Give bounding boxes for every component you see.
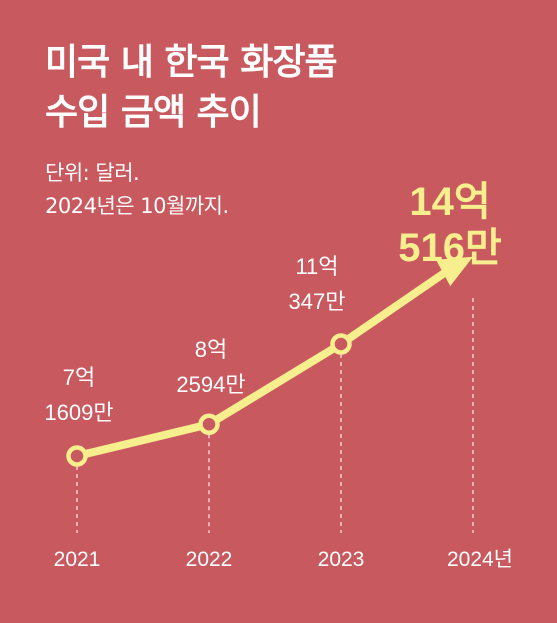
series-line [73,265,453,460]
point-marker-2021 [66,445,88,467]
data-label-2023-1: 11억 [295,254,338,279]
data-label-2021-2: 1609만 [44,400,113,425]
title-line-2: 수입 금액 추이 [45,92,262,133]
data-label-2023-2: 347만 [289,289,346,314]
title-line-1: 미국 내 한국 화장품 [45,42,338,83]
x-tick-label-2021: 2021 [54,548,101,571]
unit-note: 단위: 달러. [45,161,140,185]
data-label-2022-2: 2594만 [176,372,245,397]
period-note: 2024년은 10월까지. [45,194,229,218]
point-marker-2023 [330,333,352,355]
data-label-2022-1: 8억 [195,337,227,362]
data-label-2024년-2: 516만 [398,226,502,270]
point-marker-2022 [198,413,220,435]
x-tick-label-2022: 2022 [186,548,233,571]
data-label-2021-1: 7억 [63,365,95,390]
chart-title: 미국 내 한국 화장품 수입 금액 추이 [45,38,338,138]
point-arrow-2024년 [435,256,473,287]
chart-note: 단위: 달러. 2024년은 10월까지. [45,157,229,223]
x-tick-label-2024년: 2024년 [447,548,513,571]
data-label-2024년-1: 14억 [409,180,490,224]
x-tick-label-2023: 2023 [318,548,365,571]
